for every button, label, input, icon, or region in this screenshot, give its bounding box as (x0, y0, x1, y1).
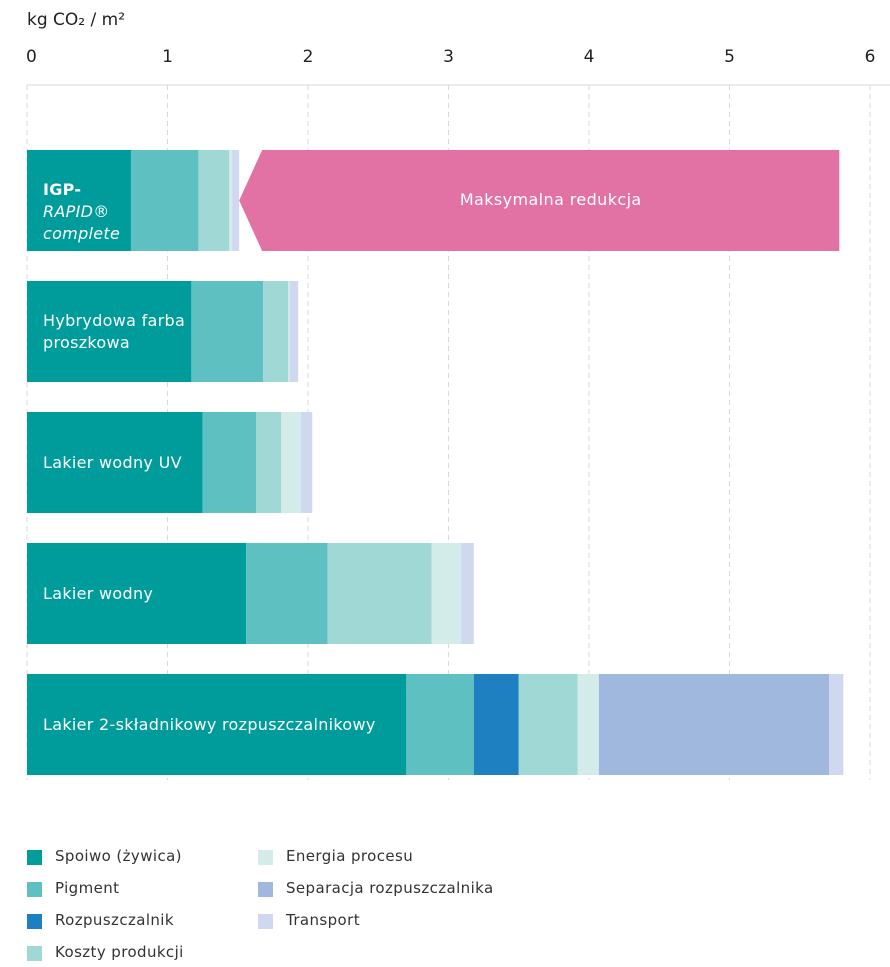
bar-segment (130, 150, 199, 251)
reduction-arrow (239, 150, 840, 251)
legend-swatch (258, 850, 273, 865)
bar-segment (198, 150, 230, 251)
legend-swatch (258, 914, 273, 929)
axis-label: kg CO₂ / m² (27, 10, 126, 30)
bar-segment (27, 150, 131, 251)
bar-segment (263, 281, 289, 382)
bar-segment (281, 412, 301, 513)
bar-segment (202, 412, 257, 513)
bar-segment (598, 674, 830, 775)
bar-segment (518, 674, 578, 775)
x-tick-label: 6 (865, 47, 876, 67)
legend-label: Separacja rozpuszczalnika (286, 879, 494, 897)
bar-segment (256, 412, 282, 513)
bar-segment (829, 674, 844, 775)
x-tick-label: 3 (443, 47, 454, 67)
bar-segment (229, 150, 233, 251)
legend-label: Spoiwo (żywica) (55, 847, 182, 865)
legend-label: Rozpuszczalnik (55, 911, 174, 929)
legend-swatch (27, 946, 42, 961)
bar-segment (246, 543, 328, 644)
legend-swatch (258, 882, 273, 897)
legend-label: Koszty produkcji (55, 943, 184, 961)
bar-segment (27, 412, 203, 513)
bar-segment (577, 674, 599, 775)
bar-segment (191, 281, 264, 382)
x-tick-label: 4 (584, 47, 595, 67)
category-label: Lakier wodny UV (43, 452, 182, 472)
category-label: Hybrydowa farba proszkowa (43, 310, 186, 352)
bar-segment (289, 281, 299, 382)
annotation-label: Maksymalna redukcja (460, 190, 642, 209)
x-tick-label: 2 (303, 47, 314, 67)
legend-swatch (27, 850, 42, 865)
bar-segment (406, 674, 474, 775)
bar-segment (431, 543, 462, 644)
bar-segment (27, 543, 247, 644)
legend-label: Energia procesu (286, 847, 414, 865)
category-label: Lakier wodny (43, 583, 154, 603)
legend-swatch (27, 882, 42, 897)
bar-segment (300, 412, 313, 513)
bar-segment (461, 543, 474, 644)
bar-segment (327, 543, 432, 644)
bar-segment (288, 281, 290, 382)
x-tick-label: 1 (162, 47, 173, 67)
x-tick-label: 0 (26, 47, 37, 67)
category-label: Lakier 2-składnikowy rozpuszczalnikowy (43, 714, 376, 734)
bar-segment (232, 150, 240, 251)
bar-segment (473, 674, 519, 775)
legend-label: Pigment (55, 879, 120, 897)
legend-label: Transport (286, 911, 360, 929)
bar-segment (27, 281, 192, 382)
x-tick-label: 5 (724, 47, 735, 67)
bar-segment (27, 674, 407, 775)
category-label: IGP-RAPID® complete (43, 179, 121, 243)
legend-swatch (27, 914, 42, 929)
